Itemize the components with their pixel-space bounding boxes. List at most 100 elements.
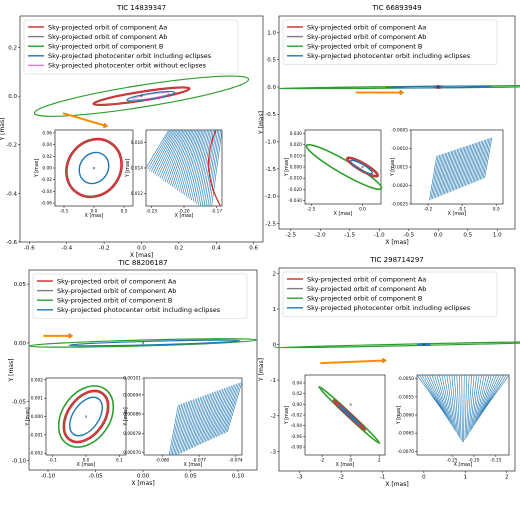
inset-y-tick-label: -0.06 — [291, 434, 302, 440]
inset-y-tick-label: -0.04 — [41, 189, 52, 195]
panel-1: -2.5 -2.0 -1.5 -1.0 -0.5 0.0 0.5 1.0 -2.5 -2.0 -1.… — [258, 4, 520, 246]
orbit-photocenter — [126, 90, 176, 102]
photocenter-segment — [201, 391, 215, 444]
legend-label: Sky-projected orbit of component Aa — [48, 23, 167, 31]
inset-y-tick-label: -0.0055 — [397, 394, 414, 400]
photocenter-segment — [178, 130, 197, 192]
main-y-tick-label: -3 — [271, 449, 277, 455]
main-x-tick-label: 0.2 — [175, 246, 184, 252]
inset-x-tick-label: -0.1 — [458, 206, 467, 212]
photocenter-segment — [432, 154, 441, 200]
photocenter-segment — [214, 386, 229, 438]
inset-y-tick-label: 0.010 — [290, 153, 303, 159]
photocenter-segment — [474, 375, 487, 425]
panel-title: TIC 298714297 — [369, 256, 424, 264]
main-y-tick-label: -1 — [271, 378, 276, 384]
legend-box — [32, 273, 248, 319]
main-x-tick-label: 0.00 — [137, 474, 150, 480]
legend-label: Sky-projected orbit of component B — [307, 295, 422, 303]
photocenter-segment — [215, 386, 231, 438]
main-y-tick-label: -1.0 — [265, 140, 276, 146]
main-y-tick-label: 0.05 — [14, 282, 27, 288]
photocenter-segment — [429, 155, 438, 201]
photocenter-segment — [470, 141, 479, 184]
photocenter-segment — [152, 130, 175, 174]
inset-y-tick-label: -0.002 — [29, 451, 43, 457]
main-y-tick-label: 1.0 — [267, 30, 276, 36]
main-x-tick-label: 0.0 — [137, 246, 146, 252]
photocenter-segment — [444, 150, 452, 195]
photocenter-segment — [451, 148, 460, 192]
inset-y-label: Y [mas] — [123, 407, 129, 426]
inset-0: -2 0 2 -0.08 -0.06 -0.04 -0.02 0.00 0.02 0.04 X [m… — [284, 374, 386, 468]
inset-y-tick-label: 0.012 — [131, 191, 144, 197]
photocenter-segment — [187, 397, 200, 451]
inset-x-tick-label: -0.20 — [178, 208, 189, 214]
legend-label: Sky-projected photocenter orbit includin… — [307, 304, 471, 312]
photocenter-segment — [217, 385, 232, 437]
center-marker: × — [437, 85, 440, 90]
photocenter-segment — [452, 147, 461, 191]
inset-x-label: X [mas] — [336, 462, 355, 468]
photocenter-segment — [192, 130, 208, 202]
photocenter-segment — [190, 396, 203, 449]
inset-y-tick-label: -0.0010 — [391, 146, 408, 152]
photocenter-segment — [189, 130, 206, 199]
photocenter-track — [168, 381, 242, 455]
inset-orbit-b — [57, 385, 115, 448]
inset-0: -2.5 0.0 -0.030 -0.020 -0.010 0.000 0.010 0.020… — [284, 129, 383, 217]
inset-x-tick-label: -0.5 — [60, 208, 69, 214]
main-x-tick-label: -3 — [297, 475, 303, 481]
y-axis-label: Y [mas] — [258, 111, 265, 135]
photocenter-segment — [454, 147, 463, 191]
photocenter-segment — [477, 375, 492, 421]
inset-orbit-photocenter — [338, 404, 361, 426]
photocenter-segment — [171, 403, 183, 455]
photocenter-segment — [195, 394, 208, 447]
inset-orbit-ab — [66, 138, 122, 198]
panel-3: -3 -2 -1 0 1 2 -3 -2 -1 0 1 2 TIC 298714297 X [mas] Y … — [258, 256, 520, 488]
main-x-tick-label: -2 — [338, 475, 343, 481]
photocenter-segment — [449, 148, 458, 192]
photocenter-segment — [198, 393, 212, 446]
inset-center-marker: × — [349, 402, 352, 407]
photocenter-segment — [193, 394, 207, 448]
inset-y-tick-label: -0.02 — [291, 413, 302, 419]
photocenter-segment — [480, 375, 500, 415]
inset-y-tick-label: -0.0065 — [397, 431, 414, 437]
photocenter-segment — [177, 130, 195, 191]
main-y-tick-label: -2.5 — [265, 221, 276, 227]
inset-x-label: X [mas] — [334, 211, 353, 217]
photocenter-segment — [461, 375, 463, 443]
y-axis-label: Y [mas] — [258, 358, 265, 382]
photocenter-track — [417, 375, 509, 443]
inset-x-label: X [mas] — [184, 462, 203, 468]
x-axis-label: X [mas] — [131, 480, 154, 487]
photocenter-segment — [222, 383, 238, 435]
main-x-tick-label: -0.6 — [24, 246, 35, 252]
photocenter-segment — [433, 154, 442, 199]
photocenter-segment — [171, 130, 191, 187]
orbit-b — [33, 75, 250, 117]
inset-y-label: Y [mas] — [396, 406, 402, 425]
inset-y-tick-label: -0.010 — [288, 176, 302, 182]
photocenter-segment — [196, 393, 210, 446]
inset-y-tick-label: -0.0050 — [397, 376, 414, 382]
photocenter-segment — [419, 375, 442, 410]
photocenter-segment — [175, 130, 194, 190]
inset-y-tick-label: 0.02 — [42, 154, 52, 160]
photocenter-segment — [220, 384, 236, 435]
main-x-tick-label: -0.10 — [41, 474, 56, 480]
inset-y-tick-label: 0.04 — [42, 142, 52, 148]
photocenter-segment — [469, 375, 477, 433]
inset-y-tick-label: 0.014 — [131, 166, 144, 172]
main-y-tick-label: 0.0 — [267, 85, 276, 91]
photocenter-segment — [436, 153, 445, 198]
main-y-tick-label: -0.05 — [12, 400, 27, 406]
inset-y-tick-label: 0.030 — [290, 131, 303, 137]
photocenter-segment — [453, 375, 459, 437]
photocenter-segment — [441, 375, 453, 427]
main-y-tick-label: -2.0 — [265, 194, 276, 200]
photocenter-segment — [464, 375, 468, 441]
